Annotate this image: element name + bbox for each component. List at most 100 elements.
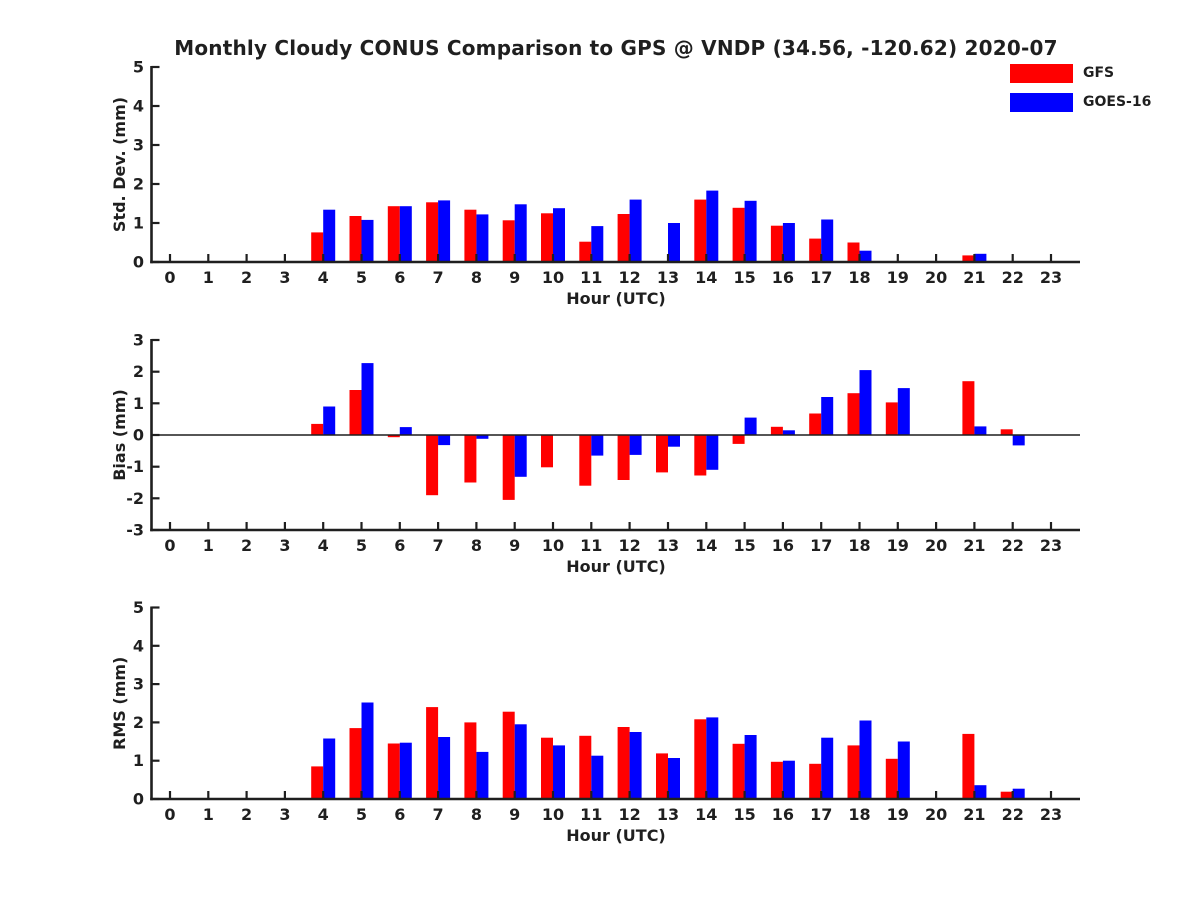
bar-gfs-hour-16 — [770, 761, 783, 799]
y-tick-label: 2 — [133, 362, 144, 381]
x-tick-label: 15 — [733, 268, 755, 287]
bar-gfs-hour-22 — [1000, 791, 1013, 799]
bar-goes16-hour-14 — [706, 435, 719, 470]
y-tick-label: 2 — [133, 175, 144, 194]
x-tick-label: 11 — [580, 805, 602, 824]
bar-gfs-hour-14 — [694, 199, 707, 262]
bar-goes16-hour-6 — [399, 427, 412, 435]
bar-goes16-hour-14 — [706, 190, 719, 262]
bar-goes16-hour-8 — [476, 214, 489, 262]
y-tick-label: 1 — [133, 394, 144, 413]
bar-goes16-hour-15 — [744, 417, 757, 435]
bar-gfs-hour-4 — [311, 423, 324, 435]
y-tick-label: -1 — [126, 457, 144, 476]
x-tick-label: 9 — [509, 805, 520, 824]
x-tick-label: 17 — [810, 805, 832, 824]
y-tick-label: -2 — [126, 489, 144, 508]
x-tick-label: 6 — [394, 268, 405, 287]
x-axis-label: Hour (UTC) — [566, 826, 666, 845]
bar-gfs-hour-13 — [656, 753, 668, 799]
bar-goes16-hour-15 — [744, 735, 757, 799]
bar-gfs-hour-11 — [579, 735, 592, 799]
legend-label-gfs: GFS — [1083, 65, 1115, 81]
bar-goes16-hour-21 — [974, 426, 987, 435]
x-tick-label: 13 — [657, 805, 679, 824]
x-tick-label: 17 — [810, 268, 832, 287]
bar-gfs-hour-17 — [809, 763, 822, 799]
bar-goes16-hour-4 — [323, 209, 336, 262]
legend-item-goes16: GOES-16 — [1010, 92, 1151, 112]
x-tick-label: 8 — [471, 805, 482, 824]
x-tick-label: 3 — [279, 536, 290, 555]
y-tick-label: -3 — [126, 521, 144, 540]
bar-gfs-hour-7 — [426, 707, 439, 799]
bar-goes16-hour-9 — [514, 435, 527, 477]
x-tick-label: 7 — [433, 268, 444, 287]
x-tick-label: 3 — [279, 268, 290, 287]
x-axis-label: Hour (UTC) — [566, 289, 666, 308]
bar-gfs-hour-13 — [656, 435, 668, 473]
bar-gfs-hour-11 — [579, 435, 592, 486]
bar-goes16-hour-12 — [629, 199, 642, 262]
x-tick-label: 20 — [925, 268, 947, 287]
bar-goes16-hour-11 — [591, 226, 604, 262]
bar-gfs-hour-18 — [847, 745, 860, 799]
bar-goes16-hour-13 — [668, 223, 680, 262]
bar-goes16-hour-13 — [668, 758, 680, 799]
x-tick-label: 6 — [394, 805, 405, 824]
x-tick-label: 10 — [542, 268, 564, 287]
bar-gfs-hour-16 — [770, 426, 783, 435]
bar-gfs-hour-7 — [426, 435, 439, 496]
y-tick-label: 2 — [133, 713, 144, 732]
x-tick-label: 16 — [772, 268, 794, 287]
x-tick-label: 2 — [241, 805, 252, 824]
x-tick-label: 5 — [356, 805, 367, 824]
y-tick-label: 3 — [133, 331, 144, 350]
x-tick-label: 19 — [887, 536, 909, 555]
bar-goes16-hour-14 — [706, 717, 719, 799]
x-tick-label: 15 — [733, 805, 755, 824]
x-tick-label: 19 — [887, 268, 909, 287]
bar-goes16-hour-7 — [438, 200, 451, 262]
bar-gfs-hour-22 — [1000, 429, 1013, 435]
bar-goes16-hour-21 — [974, 253, 987, 262]
bar-gfs-hour-10 — [541, 435, 553, 468]
x-tick-label: 14 — [695, 805, 717, 824]
x-tick-label: 9 — [509, 536, 520, 555]
bar-gfs-hour-8 — [464, 722, 477, 799]
x-tick-label: 16 — [772, 536, 794, 555]
x-tick-label: 21 — [963, 268, 985, 287]
x-tick-label: 18 — [848, 268, 870, 287]
y-tick-label: 3 — [133, 675, 144, 694]
bar-goes16-hour-4 — [323, 406, 336, 435]
bar-gfs-hour-5 — [349, 390, 362, 435]
x-tick-label: 4 — [318, 268, 329, 287]
bar-gfs-hour-14 — [694, 435, 707, 476]
x-tick-label: 6 — [394, 536, 405, 555]
y-axis-label: Bias (mm) — [110, 389, 129, 481]
x-tick-label: 13 — [657, 536, 679, 555]
bar-goes16-hour-15 — [744, 200, 757, 262]
bar-goes16-hour-16 — [782, 430, 795, 436]
x-tick-label: 2 — [241, 268, 252, 287]
bar-gfs-hour-12 — [617, 435, 630, 480]
x-axis-label: Hour (UTC) — [566, 557, 666, 576]
x-tick-label: 8 — [471, 536, 482, 555]
x-tick-label: 0 — [164, 268, 175, 287]
bar-goes16-hour-19 — [897, 388, 910, 435]
bar-gfs-hour-17 — [809, 413, 822, 435]
y-axis-label: Std. Dev. (mm) — [110, 97, 129, 232]
bar-gfs-hour-21 — [962, 255, 975, 262]
x-tick-label: 18 — [848, 536, 870, 555]
bar-gfs-hour-10 — [541, 737, 553, 799]
x-tick-label: 7 — [433, 536, 444, 555]
y-tick-label: 3 — [133, 136, 144, 155]
x-tick-label: 22 — [1002, 805, 1024, 824]
x-tick-label: 17 — [810, 536, 832, 555]
bar-goes16-hour-9 — [514, 204, 527, 262]
bar-goes16-hour-17 — [821, 397, 834, 435]
bar-gfs-hour-10 — [541, 213, 553, 263]
x-tick-label: 1 — [203, 268, 214, 287]
bar-goes16-hour-7 — [438, 737, 451, 799]
